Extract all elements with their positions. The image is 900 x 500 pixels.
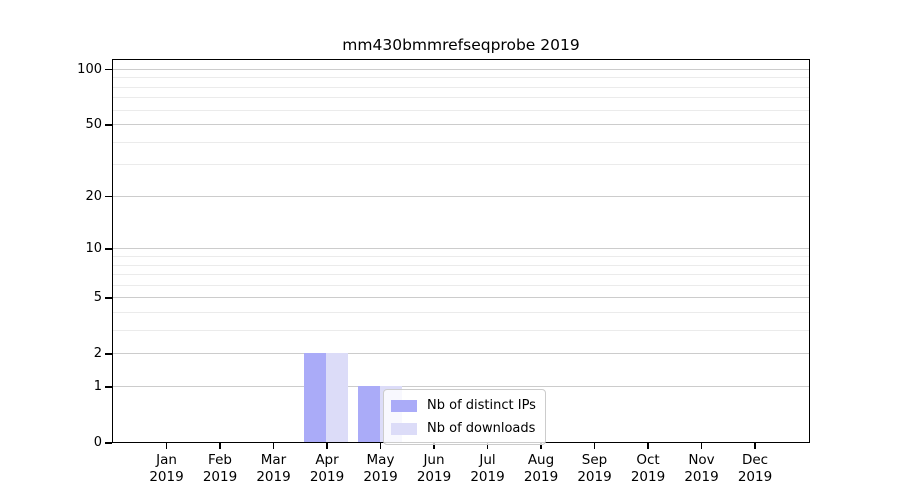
y-gridline-minor bbox=[113, 264, 809, 266]
y-gridline-major bbox=[113, 297, 809, 299]
y-gridline-minor bbox=[113, 330, 809, 332]
x-axis-tick bbox=[647, 443, 649, 449]
y-gridline-minor bbox=[113, 141, 809, 143]
x-axis-tick bbox=[593, 443, 596, 449]
y-axis-tick-label: 2 bbox=[93, 346, 102, 362]
y-gridline-major bbox=[113, 68, 809, 70]
x-axis-tick bbox=[326, 443, 328, 449]
x-axis-tick-label: Nov 2019 bbox=[684, 452, 719, 485]
x-axis-tick-label: Feb 2019 bbox=[202, 452, 238, 485]
y-gridline-minor bbox=[113, 256, 809, 258]
y-gridline-minor bbox=[113, 86, 809, 88]
x-axis-tick bbox=[540, 443, 542, 449]
x-axis-tick-label: Jun 2019 bbox=[416, 452, 452, 485]
y-gridline-minor bbox=[113, 77, 809, 79]
y-axis-tick bbox=[105, 297, 112, 299]
x-axis-tick-label: Aug 2019 bbox=[523, 452, 559, 485]
y-gridline-major bbox=[113, 248, 809, 250]
y-gridline-minor bbox=[113, 97, 809, 99]
y-axis-tick bbox=[105, 124, 112, 126]
y-gridline-minor bbox=[113, 312, 809, 314]
legend-item-downloads: Nb of downloads bbox=[391, 417, 536, 440]
x-axis-tick bbox=[219, 443, 221, 449]
x-axis-tick-label: Oct 2019 bbox=[630, 452, 666, 485]
x-axis-tick bbox=[379, 443, 382, 449]
y-axis-tick-label: 5 bbox=[93, 289, 102, 305]
legend-swatch-distinct-ips bbox=[391, 399, 417, 412]
x-axis-tick-label: Apr 2019 bbox=[309, 452, 345, 485]
y-gridline-major bbox=[113, 353, 809, 355]
legend-swatch-downloads bbox=[391, 422, 417, 435]
y-axis-tick bbox=[105, 442, 112, 444]
x-axis-tick bbox=[700, 443, 703, 449]
y-axis-tick-label: 0 bbox=[93, 435, 102, 450]
y-axis-tick bbox=[105, 195, 112, 198]
y-gridline-major bbox=[113, 124, 809, 126]
y-gridline-major bbox=[113, 386, 809, 388]
y-gridline-major bbox=[113, 196, 809, 197]
y-gridline-minor bbox=[113, 109, 809, 111]
x-axis-tick-label: Jul 2019 bbox=[470, 452, 505, 485]
x-axis-tick-label: Dec 2019 bbox=[737, 452, 773, 485]
y-gridline-minor bbox=[113, 164, 809, 166]
x-axis-tick bbox=[754, 443, 756, 449]
y-axis-tick bbox=[105, 68, 112, 71]
x-axis-tick-label: Mar 2019 bbox=[256, 452, 291, 485]
bar-distinct-ips-apr-2019 bbox=[304, 353, 327, 442]
y-axis-tick bbox=[105, 386, 112, 388]
legend-item-distinct-ips: Nb of distinct IPs bbox=[391, 394, 536, 417]
legend-label-downloads: Nb of downloads bbox=[427, 421, 536, 436]
x-axis-tick bbox=[486, 443, 489, 449]
y-axis-tick-label: 100 bbox=[77, 61, 102, 77]
x-axis-tick bbox=[433, 443, 435, 449]
x-axis-tick bbox=[272, 443, 275, 449]
y-axis-tick-label: 20 bbox=[85, 188, 102, 204]
y-axis-tick bbox=[105, 353, 112, 355]
y-axis-tick-label: 1 bbox=[93, 378, 102, 394]
y-axis-tick-label: 50 bbox=[85, 116, 102, 132]
legend: Nb of distinct IPs Nb of downloads bbox=[383, 389, 546, 445]
bar-downloads-apr-2019 bbox=[326, 353, 349, 442]
x-axis-tick-label: May 2019 bbox=[363, 452, 398, 485]
plot-area bbox=[112, 59, 810, 443]
x-axis-tick-label: Jan 2019 bbox=[149, 452, 184, 485]
bar-distinct-ips-may-2019 bbox=[357, 385, 380, 442]
x-axis-tick-label: Sep 2019 bbox=[577, 452, 612, 485]
y-gridline-minor bbox=[113, 274, 809, 276]
chart-title: mm430bmmrefseqprobe 2019 bbox=[342, 36, 580, 54]
y-axis-tick-label: 10 bbox=[85, 240, 102, 256]
y-gridline-minor bbox=[113, 284, 809, 286]
legend-label-distinct-ips: Nb of distinct IPs bbox=[427, 398, 536, 413]
y-axis-tick bbox=[105, 248, 112, 250]
x-axis-tick bbox=[165, 443, 168, 449]
